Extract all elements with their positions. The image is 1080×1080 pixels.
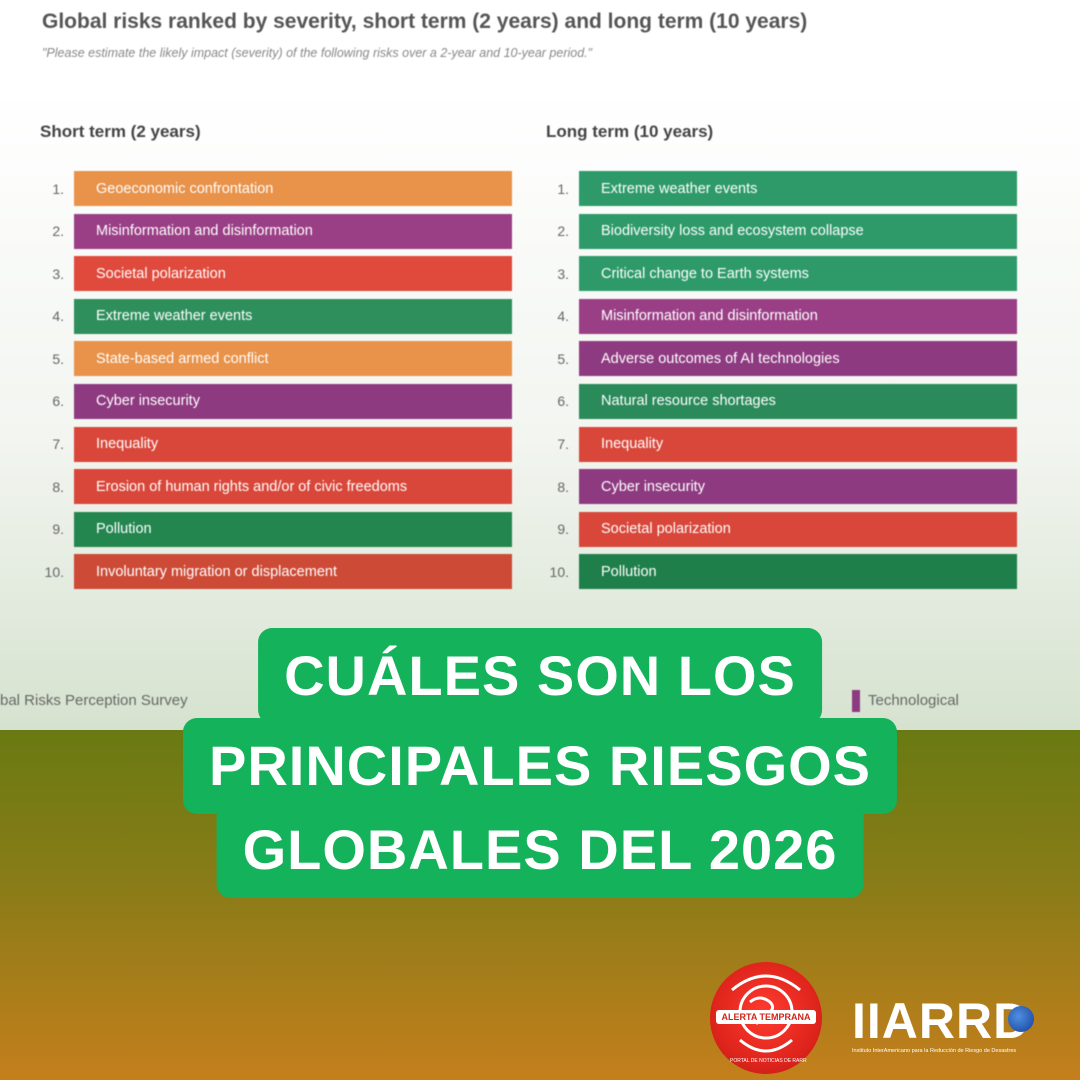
rank-number: 2.	[557, 223, 569, 240]
risk-bar: Erosion of human rights and/or of civic …	[74, 469, 512, 505]
risk-bar: Extreme weather events	[579, 171, 1017, 206]
risk-bar: Inequality	[579, 426, 1017, 462]
headline-line-2: PRINCIPALES RIESGOS	[182, 718, 898, 814]
risk-bar: Adverse outcomes of AI technologies	[579, 341, 1017, 377]
iiarrd-subtitle: Instituto InterAmericano para la Reducci…	[852, 1048, 1017, 1054]
legend-swatch-technological	[852, 690, 860, 712]
alerta-temprana-sub: PORTAL DE NOTICIAS DE RARR	[730, 1058, 807, 1064]
rank-number: 5.	[52, 350, 64, 367]
risk-bar: Inequality	[74, 426, 512, 462]
rank-number: 7.	[557, 436, 569, 453]
risk-bar: Geoeconomic confrontation	[74, 171, 512, 206]
risk-bar: Critical change to Earth systems	[579, 256, 1017, 292]
long-term-item: 4. Misinformation and disinformation	[545, 298, 1017, 334]
long-term-item: 1. Extreme weather events	[545, 171, 1017, 206]
short-term-item: 2. Misinformation and disinformation	[40, 213, 512, 249]
alerta-temprana-ribbon: ALERTA TEMPRANA	[716, 1010, 816, 1024]
risk-bar: Cyber insecurity	[74, 383, 512, 419]
long-term-item: 7. Inequality	[545, 426, 1017, 462]
short-term-item: 5. State-based armed conflict	[40, 341, 512, 377]
short-term-title: Short term (2 years)	[40, 122, 201, 141]
rank-number: 2.	[52, 223, 64, 240]
short-term-item: 8. Erosion of human rights and/or of civi…	[40, 469, 512, 505]
iiarrd-globe-icon	[1008, 1006, 1034, 1032]
short-term-item: 4. Extreme weather events	[40, 298, 512, 334]
risk-bar: Pollution	[579, 554, 1017, 590]
rank-number: 9.	[52, 521, 64, 538]
long-term-title: Long term (10 years)	[546, 122, 714, 141]
long-term-item: 8. Cyber insecurity	[545, 469, 1017, 505]
rank-number: 8.	[557, 478, 569, 495]
risk-bar: Involuntary migration or displacement	[74, 554, 512, 590]
iiarrd-logo-text: IIARRD	[852, 993, 1031, 1049]
long-term-item: 10. Pollution	[545, 554, 1017, 590]
source-text: bal Risks Perception Survey	[0, 692, 188, 709]
legend-technological: Technological	[868, 692, 959, 709]
risk-bar: State-based armed conflict	[74, 341, 512, 377]
short-term-item: 3. Societal polarization	[40, 256, 512, 292]
headline-line-1: CUÁLES SON LOS	[258, 628, 822, 724]
risk-bar: Cyber insecurity	[579, 469, 1017, 505]
short-term-item: 7. Inequality	[40, 426, 512, 462]
short-term-item: 6. Cyber insecurity	[40, 383, 512, 419]
rank-number: 9.	[557, 521, 569, 538]
rank-number: 3.	[52, 265, 64, 282]
risk-bar: Misinformation and disinformation	[579, 298, 1017, 334]
long-term-list: 1. Extreme weather events 2. Biodiversity l…	[545, 171, 1017, 597]
chart-subtitle: "Please estimate the likely impact (seve…	[42, 46, 593, 60]
long-term-item: 2. Biodiversity loss and ecosystem collap…	[545, 213, 1017, 249]
rank-number: 10.	[549, 563, 569, 580]
headline-line-3: GLOBALES DEL 2026	[216, 802, 864, 898]
rank-number: 1.	[52, 180, 64, 197]
rank-number: 4.	[52, 308, 64, 325]
rank-number: 3.	[557, 265, 569, 282]
rank-number: 6.	[557, 393, 569, 410]
rank-number: 10.	[44, 563, 64, 580]
risk-bar: Biodiversity loss and ecosystem collapse	[579, 213, 1017, 249]
risk-bar: Misinformation and disinformation	[74, 213, 512, 249]
headline: CUÁLES SON LOS PRINCIPALES RIESGOS GLOBA…	[0, 628, 1080, 898]
rank-number: 7.	[52, 436, 64, 453]
short-term-item: 10. Involuntary migration or displacement	[40, 554, 512, 590]
short-term-item: 1. Geoeconomic confrontation	[40, 171, 512, 206]
long-term-item: 9. Societal polarization	[545, 511, 1017, 547]
short-term-item: 9. Pollution	[40, 511, 512, 547]
long-term-item: 3. Critical change to Earth systems	[545, 256, 1017, 292]
risk-bar: Natural resource shortages	[579, 383, 1017, 419]
short-term-list: 1. Geoeconomic confrontation 2. Misinformat…	[40, 171, 512, 597]
risk-bar: Pollution	[74, 511, 512, 547]
long-term-item: 5. Adverse outcomes of AI technologies	[545, 341, 1017, 377]
risk-bar: Societal polarization	[579, 511, 1017, 547]
risk-bar: Societal polarization	[74, 256, 512, 292]
long-term-item: 6. Natural resource shortages	[545, 383, 1017, 419]
top-band	[0, 0, 1080, 90]
risk-bar: Extreme weather events	[74, 298, 512, 334]
rank-number: 5.	[557, 350, 569, 367]
rank-number: 1.	[557, 180, 569, 197]
rank-number: 4.	[557, 308, 569, 325]
rank-number: 8.	[52, 478, 64, 495]
chart-title: Global risks ranked by severity, short t…	[42, 10, 808, 33]
rank-number: 6.	[52, 393, 64, 410]
